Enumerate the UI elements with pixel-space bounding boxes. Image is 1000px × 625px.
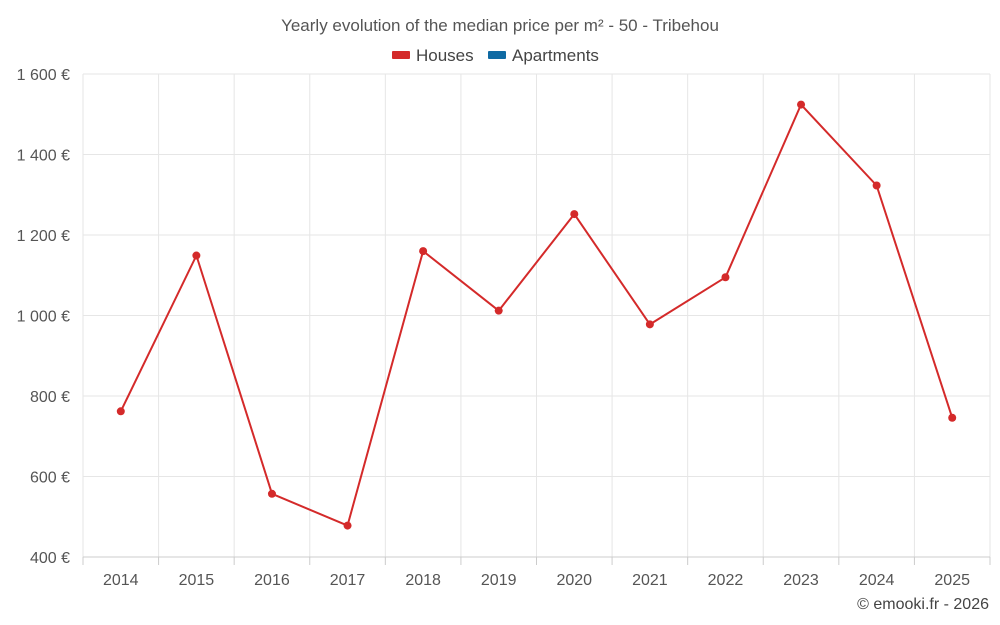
x-tick-label: 2023 <box>783 572 819 589</box>
chart-title: Yearly evolution of the median price per… <box>281 16 719 35</box>
data-point[interactable] <box>267 489 276 498</box>
y-tick-label: 600 € <box>30 470 70 487</box>
x-tick-label: 2016 <box>254 572 290 589</box>
legend-swatch-apartments <box>488 51 506 59</box>
y-tick-label: 400 € <box>30 550 70 567</box>
legend: Houses Apartments <box>392 46 599 65</box>
y-tick-label: 800 € <box>30 389 70 406</box>
data-point[interactable] <box>116 407 125 416</box>
y-tick-label: 1 200 € <box>17 228 70 245</box>
data-point[interactable] <box>872 181 881 190</box>
legend-label-apartments: Apartments <box>512 46 599 65</box>
legend-swatch-houses <box>392 51 410 59</box>
data-point[interactable] <box>570 210 579 219</box>
y-tick-label: 1 400 € <box>17 148 70 165</box>
gridlines <box>82 73 991 557</box>
credit-text: © emooki.fr - 2026 <box>857 596 989 613</box>
x-tick-label: 2020 <box>556 572 592 589</box>
series-houses <box>116 100 957 530</box>
x-tick-label: 2015 <box>179 572 215 589</box>
data-point[interactable] <box>494 306 503 315</box>
data-point[interactable] <box>645 320 654 329</box>
x-axis-tick-labels: 2014 2015 2016 2017 2018 2019 2020 2021 2022 2023… <box>103 572 970 589</box>
axes <box>82 556 991 565</box>
x-tick-label: 2014 <box>103 572 139 589</box>
data-point[interactable] <box>948 413 957 422</box>
x-tick-label: 2025 <box>934 572 970 589</box>
x-tick-label: 2018 <box>405 572 441 589</box>
legend-item-houses[interactable]: Houses <box>392 46 474 65</box>
x-tick-label: 2019 <box>481 572 517 589</box>
legend-label-houses: Houses <box>416 46 474 65</box>
x-tick-label: 2021 <box>632 572 668 589</box>
x-tick-label: 2022 <box>708 572 744 589</box>
y-tick-label: 1 600 € <box>17 67 70 84</box>
data-point[interactable] <box>343 521 352 530</box>
data-point[interactable] <box>192 251 201 260</box>
y-axis-tick-labels: 400 € 600 € 800 € 1 000 € 1 200 € 1 400 € 1 60… <box>17 67 70 567</box>
x-tick-label: 2024 <box>859 572 895 589</box>
data-point[interactable] <box>419 247 428 256</box>
series-line-houses <box>119 103 954 527</box>
y-tick-label: 1 000 € <box>17 309 70 326</box>
x-tick-label: 2017 <box>330 572 366 589</box>
data-point[interactable] <box>721 273 730 282</box>
legend-item-apartments[interactable]: Apartments <box>488 46 599 65</box>
data-point[interactable] <box>797 100 806 109</box>
